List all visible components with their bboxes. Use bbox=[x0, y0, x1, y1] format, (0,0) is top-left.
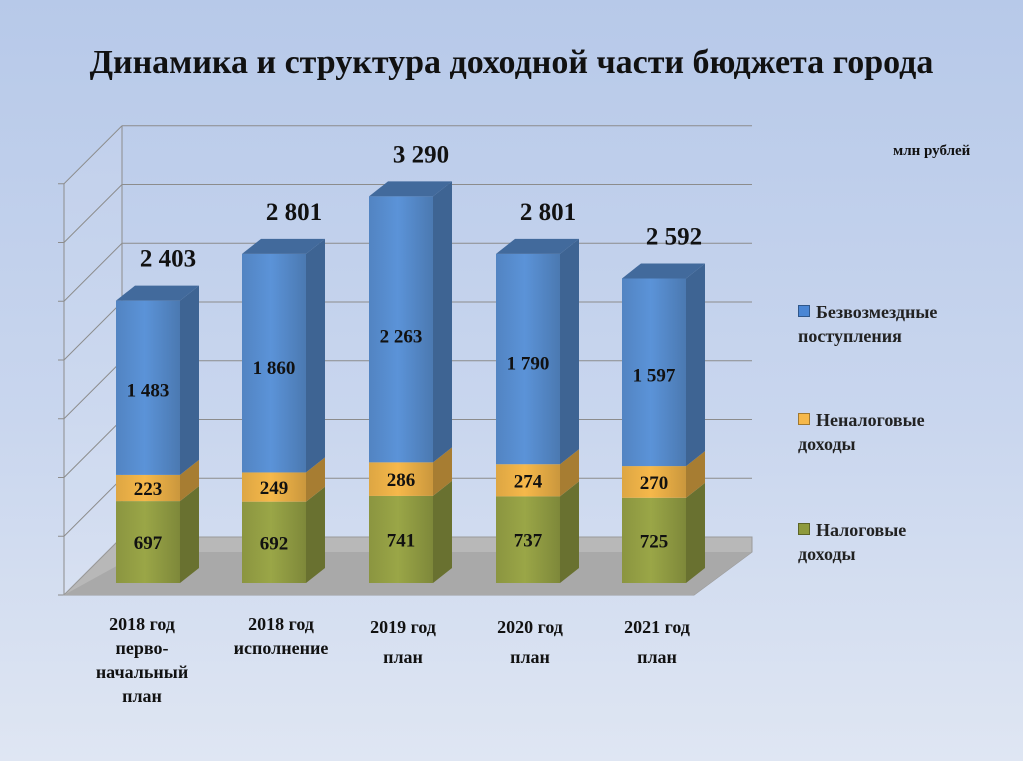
legend-swatch-nontax bbox=[798, 413, 810, 425]
label-free-1: 1 860 bbox=[253, 358, 296, 379]
bar-nontax-side-3 bbox=[560, 449, 579, 497]
legend-label-nontax-2: доходы bbox=[798, 434, 856, 454]
legend-label-free-1: Безвозмездные bbox=[816, 302, 938, 322]
gridline-side bbox=[63, 360, 123, 420]
label-tax-1: 692 bbox=[260, 533, 289, 554]
gridline-side bbox=[63, 125, 123, 185]
gridline-side bbox=[63, 242, 123, 302]
gridline-side bbox=[63, 301, 123, 361]
category-label-line: исполнение bbox=[233, 638, 329, 658]
category-label-0: 2018 год перво-начальный план bbox=[77, 612, 207, 708]
bar-tax-1 bbox=[242, 501, 306, 583]
bar-nontax-4 bbox=[622, 466, 686, 498]
total-label-1: 2 801 bbox=[266, 199, 322, 226]
bar-nontax-side-4 bbox=[686, 451, 705, 498]
total-label-2: 3 290 bbox=[393, 141, 449, 168]
category-label-line: 2021 год bbox=[624, 617, 690, 637]
bar-top-4 bbox=[622, 263, 705, 279]
category-label-line: перво- bbox=[115, 638, 169, 658]
label-free-4: 1 597 bbox=[633, 366, 676, 387]
total-label-0: 2 403 bbox=[140, 246, 196, 273]
gridline-side bbox=[63, 419, 123, 478]
legend-swatch-tax bbox=[798, 523, 810, 535]
category-label-line: 2019 год bbox=[370, 617, 436, 637]
legend-label-tax-1: Налоговые bbox=[816, 520, 907, 540]
category-label-1: 2018 год исполнение bbox=[216, 612, 346, 660]
bar-top-3 bbox=[496, 238, 579, 254]
category-label-2: 2019 год план bbox=[338, 612, 468, 672]
label-nontax-1: 249 bbox=[260, 478, 289, 499]
category-label-line: план bbox=[383, 647, 423, 667]
bar-free-1 bbox=[242, 253, 306, 473]
legend-label-nontax-1: Неналоговые bbox=[816, 410, 925, 430]
legend-label-tax-2: доходы bbox=[798, 544, 856, 564]
legend-label-free-2: поступления bbox=[798, 326, 902, 346]
bar-tax-2 bbox=[369, 495, 433, 583]
category-label-line: план bbox=[122, 686, 162, 706]
category-label-line: 2020 год bbox=[497, 617, 563, 637]
legend-item-nontax: Неналоговые доходы bbox=[798, 408, 998, 456]
total-label-3: 2 801 bbox=[520, 199, 576, 226]
category-label-3: 2020 год план bbox=[465, 612, 595, 672]
bar-top-2 bbox=[369, 181, 452, 197]
bar-top-1 bbox=[242, 238, 325, 254]
bar-nontax-2 bbox=[369, 462, 433, 496]
bar-tax-side-4 bbox=[686, 482, 705, 583]
bar-tax-side-1 bbox=[306, 486, 325, 583]
label-nontax-0: 223 bbox=[134, 479, 163, 500]
label-nontax-3: 274 bbox=[514, 471, 543, 492]
bar-nontax-3 bbox=[496, 464, 560, 497]
label-tax-3: 737 bbox=[514, 531, 543, 552]
gridline-side bbox=[63, 477, 123, 537]
category-label-line: начальный bbox=[95, 662, 189, 682]
category-label-line: 2018 год bbox=[248, 614, 314, 634]
bar-free-side-0 bbox=[180, 285, 199, 475]
label-tax-0: 697 bbox=[134, 533, 163, 554]
bar-free-side-4 bbox=[686, 263, 705, 467]
bar-free-2 bbox=[369, 196, 433, 463]
page-title: Динамика и структура доходной части бюдж… bbox=[89, 44, 934, 81]
legend-swatch-free bbox=[798, 305, 810, 317]
bar-free-4 bbox=[622, 278, 686, 467]
side-wall bbox=[64, 125, 122, 595]
bar-nontax-side-2 bbox=[433, 447, 452, 496]
legend-item-free: Безвозмездные поступления bbox=[798, 300, 998, 348]
bar-nontax-1 bbox=[242, 472, 306, 502]
bar-tax-3 bbox=[496, 496, 560, 583]
label-free-2: 2 263 bbox=[380, 327, 423, 348]
label-free-3: 1 790 bbox=[507, 354, 550, 375]
bar-tax-0 bbox=[116, 501, 180, 583]
bar-free-0 bbox=[116, 300, 180, 475]
bar-nontax-0 bbox=[116, 474, 180, 502]
total-label-4: 2 592 bbox=[646, 223, 702, 250]
bar-tax-4 bbox=[622, 497, 686, 583]
gridline-side bbox=[63, 184, 123, 243]
bar-free-side-3 bbox=[560, 238, 579, 465]
bar-nontax-side-0 bbox=[180, 459, 199, 502]
legend-item-tax: Налоговые доходы bbox=[798, 518, 998, 566]
category-label-line: план bbox=[510, 647, 550, 667]
bar-free-3 bbox=[496, 253, 560, 465]
label-tax-2: 741 bbox=[387, 530, 416, 551]
category-label-4: 2021 год план bbox=[592, 612, 722, 672]
bar-tax-side-3 bbox=[560, 481, 579, 583]
bar-nontax-side-1 bbox=[306, 457, 325, 502]
bar-free-side-2 bbox=[433, 181, 452, 463]
bar-tax-side-0 bbox=[180, 486, 199, 583]
category-label-line: план bbox=[637, 647, 677, 667]
bar-top-0 bbox=[116, 285, 199, 301]
label-nontax-2: 286 bbox=[387, 470, 416, 491]
bar-tax-side-2 bbox=[433, 480, 452, 583]
unit-label: млн рублей bbox=[893, 143, 971, 159]
label-free-0: 1 483 bbox=[127, 380, 170, 401]
bar-free-side-1 bbox=[306, 238, 325, 473]
label-tax-4: 725 bbox=[640, 531, 669, 552]
category-label-line: 2018 год bbox=[109, 614, 175, 634]
label-nontax-4: 270 bbox=[640, 473, 669, 494]
